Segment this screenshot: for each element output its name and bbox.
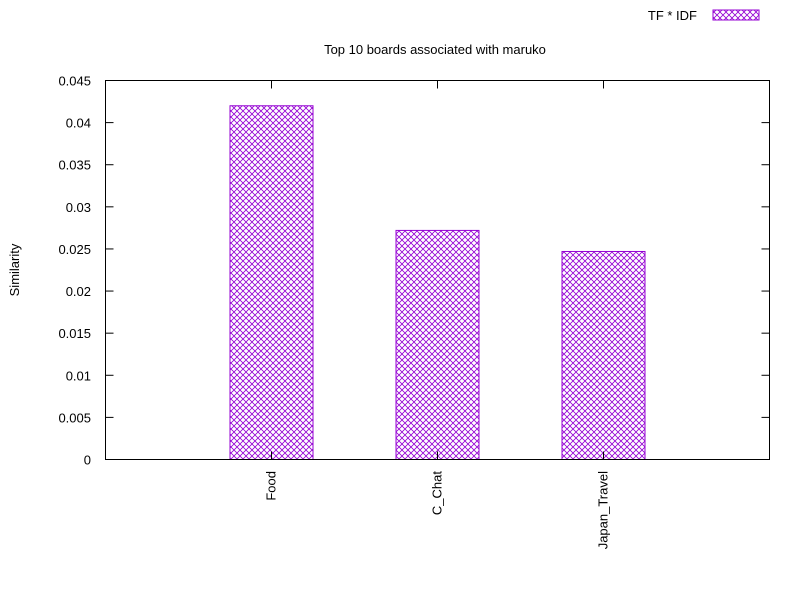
y-tick: 0.005 — [58, 410, 770, 425]
x-axis-tick-labels: Food C_Chat Japan_Travel — [264, 80, 611, 549]
x-tick-label: C_Chat — [430, 471, 445, 515]
y-tick-label: 0.03 — [66, 200, 91, 215]
y-axis-label: Similarity — [7, 243, 22, 296]
bar-food — [229, 105, 314, 461]
y-tick: 0.04 — [66, 116, 770, 131]
y-tick-label: 0.025 — [58, 242, 91, 257]
y-tick: 0.015 — [58, 326, 770, 341]
y-tick: 0.025 — [58, 242, 770, 257]
legend-swatch — [712, 9, 760, 21]
y-tick-label: 0.015 — [58, 326, 91, 341]
y-tick-label: 0.04 — [66, 116, 91, 131]
bar-c-chat — [395, 229, 480, 460]
y-tick-label: 0.01 — [66, 368, 91, 383]
plot-frame — [105, 80, 770, 460]
y-tick: 0.035 — [58, 158, 770, 173]
legend: TF * IDF — [648, 8, 760, 23]
x-tick-label: Food — [264, 471, 279, 501]
y-tick: 0.01 — [66, 368, 770, 383]
y-tick-label: 0.02 — [66, 284, 91, 299]
x-tick-label: Japan_Travel — [596, 471, 611, 549]
legend-label: TF * IDF — [648, 8, 697, 23]
bars — [229, 105, 646, 461]
y-tick-label: 0.035 — [58, 158, 91, 173]
y-tick-label: 0 — [84, 453, 91, 468]
chart-title: Top 10 boards associated with maruko — [324, 42, 546, 57]
bar-japan-travel — [561, 250, 646, 460]
y-tick: 0.02 — [66, 284, 770, 299]
y-axis-ticks: 0 0.005 0.01 0.015 0.02 0.025 0.03 0.035 0.04 0.0… — [58, 74, 770, 468]
y-tick-label: 0.045 — [58, 74, 91, 89]
y-tick-label: 0.005 — [58, 410, 91, 425]
y-tick: 0.03 — [66, 200, 770, 215]
